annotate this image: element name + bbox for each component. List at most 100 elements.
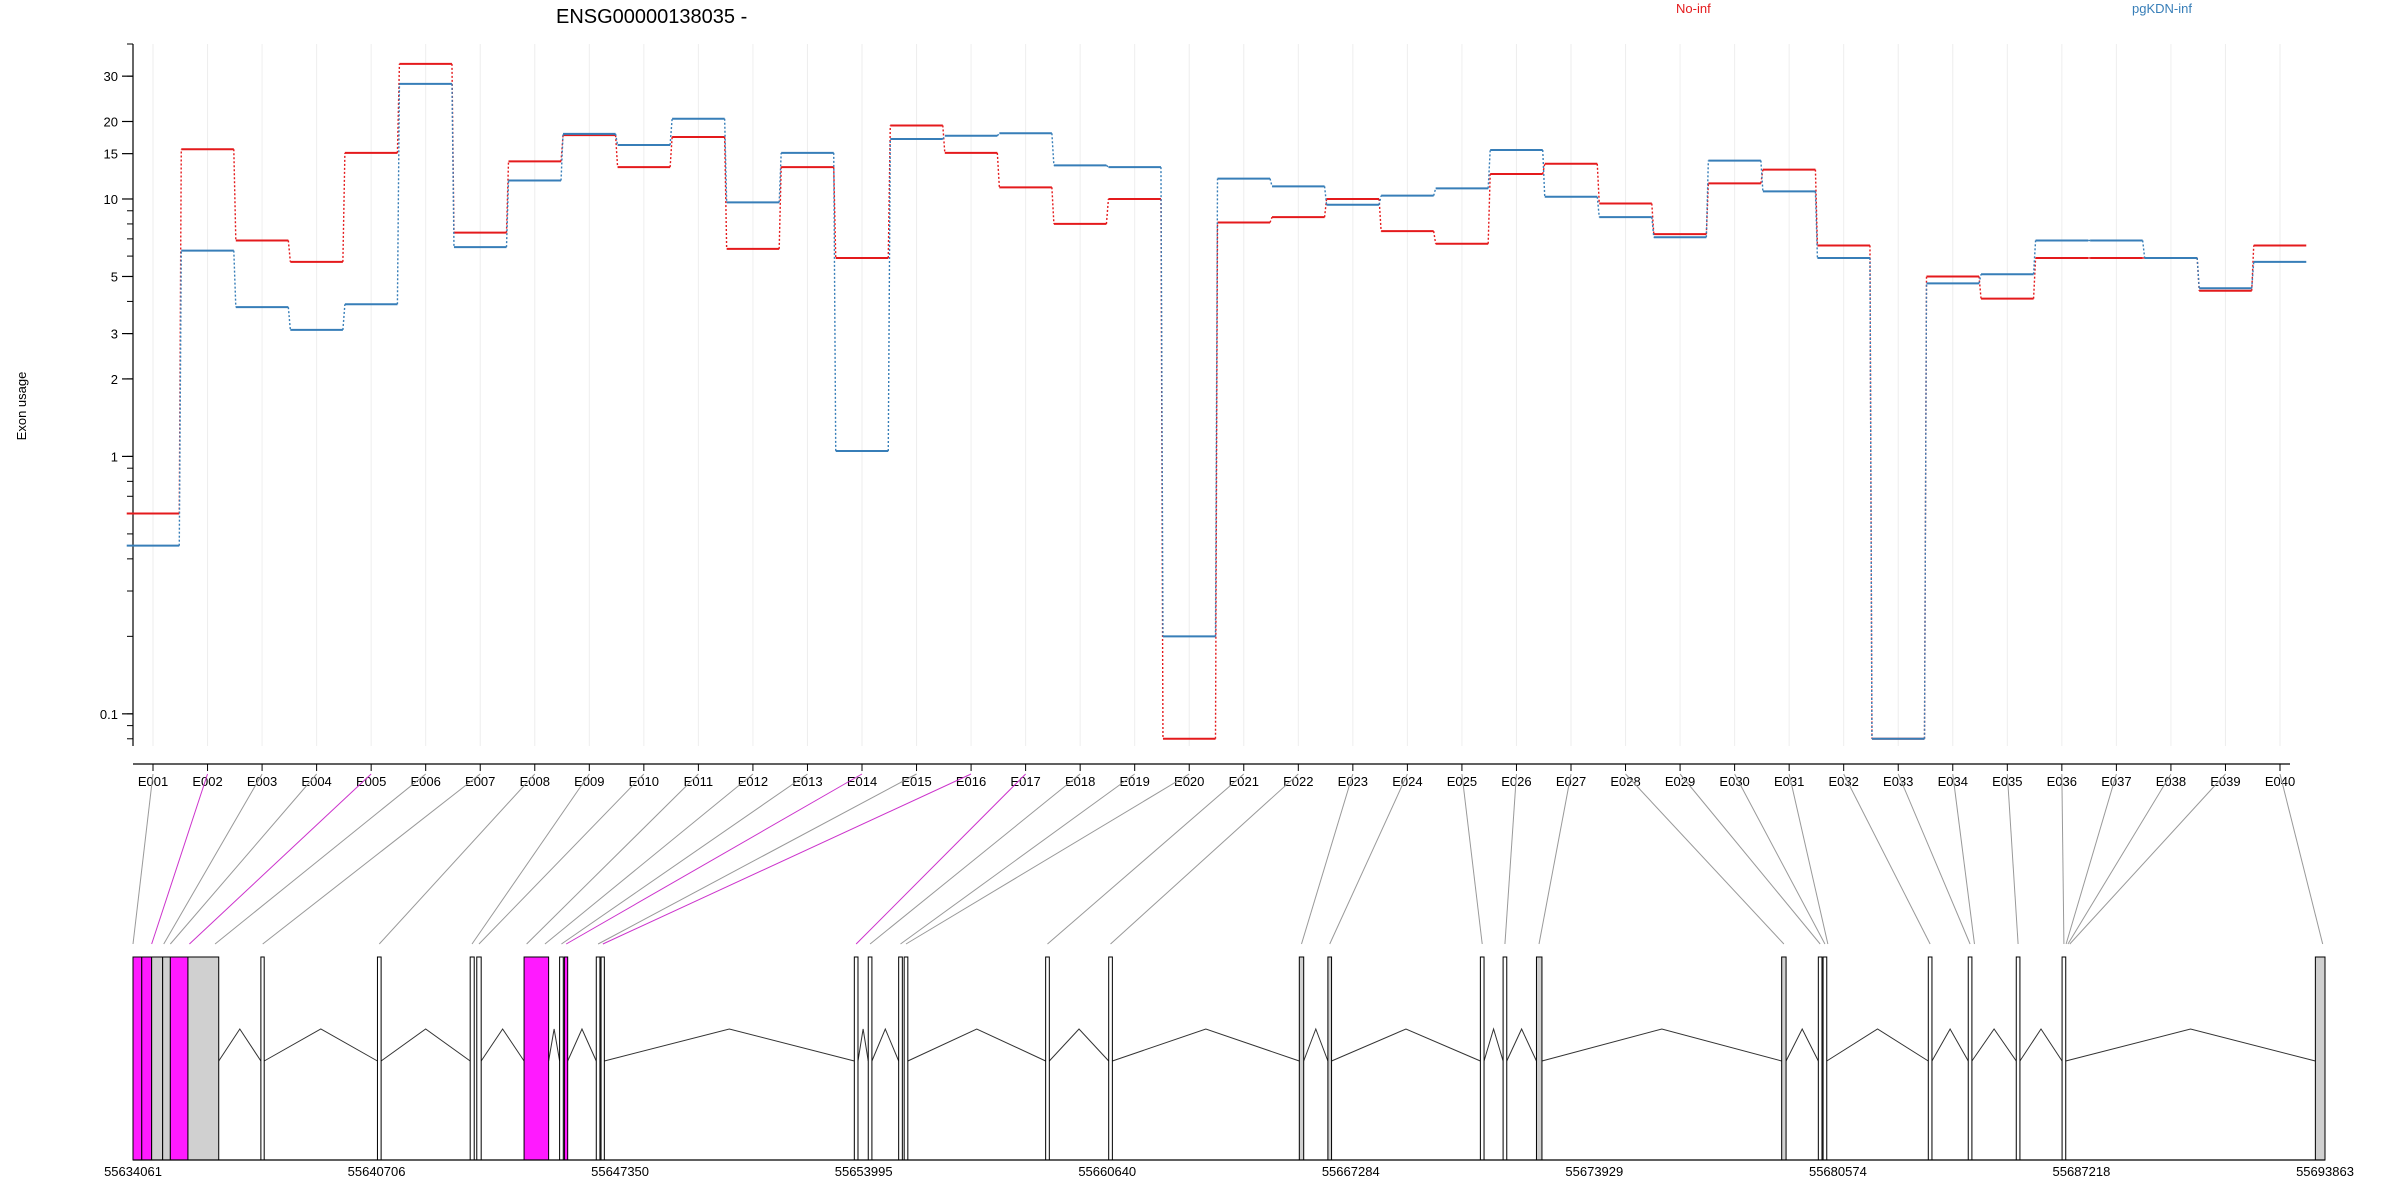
coordinate-label: 55634061 <box>104 1164 162 1179</box>
exon-block <box>1781 956 1787 1161</box>
exon-block <box>141 956 153 1161</box>
exon-connector-line <box>561 773 808 945</box>
exon-connector-line <box>900 773 1135 945</box>
usage-connector <box>1432 231 1437 244</box>
plot-grid <box>152 44 2281 746</box>
usage-connector <box>1432 188 1437 196</box>
usage-connector <box>996 152 1001 188</box>
usage-connector <box>833 167 837 258</box>
coordinate-label: 55653995 <box>835 1164 893 1179</box>
x-tick-label: E017 <box>1010 774 1040 789</box>
intron-line <box>1971 1028 2017 1062</box>
exon-block <box>853 956 859 1161</box>
exon-block <box>898 956 903 1161</box>
legend-entry-no-inf: No-inf <box>1676 1 1711 16</box>
y-tick-label: 3 <box>111 327 118 342</box>
usage-connector <box>396 63 401 153</box>
exon-connector-line <box>597 773 917 945</box>
usage-connector <box>1051 133 1055 166</box>
usage-connector <box>1542 163 1546 175</box>
exon-connector-line <box>478 773 645 945</box>
exon-connector-line <box>1301 773 1354 945</box>
series-lines <box>126 62 2307 740</box>
gene-model <box>132 956 2326 1161</box>
usage-connector <box>342 152 346 262</box>
plot-axes <box>132 44 2290 765</box>
exon-connector-line <box>1625 773 1785 945</box>
x-tick-label: E010 <box>629 774 659 789</box>
usage-connector <box>1814 191 1819 258</box>
exon-block <box>559 956 564 1161</box>
exon-block <box>169 956 189 1161</box>
coordinate-label: 55687218 <box>2053 1164 2111 1179</box>
exon-connector-line <box>1788 773 1829 945</box>
exon-block <box>1822 956 1828 1161</box>
usage-connector <box>451 83 455 248</box>
x-tick-label: E028 <box>1610 774 1640 789</box>
x-tick-label: E008 <box>520 774 550 789</box>
exon-block <box>1967 956 1973 1161</box>
exon-block <box>867 956 873 1161</box>
x-tick-label: E024 <box>1392 774 1422 789</box>
usage-connector <box>2196 257 2200 289</box>
usage-connector <box>2032 240 2037 275</box>
usage-connector <box>1487 174 1491 244</box>
exon-connectors <box>132 773 2324 945</box>
usage-connector <box>1596 163 1600 204</box>
x-tick-label: E031 <box>1774 774 1804 789</box>
usage-connector <box>1651 217 1655 238</box>
exon-block <box>260 956 265 1161</box>
intron-line <box>871 1027 900 1062</box>
usage-connector <box>1378 195 1382 205</box>
exon-connector-line <box>214 773 427 945</box>
usage-connector <box>1269 216 1273 223</box>
usage-connector <box>996 132 1000 137</box>
intron-line <box>548 1028 561 1062</box>
usage-connector <box>1323 198 1328 218</box>
exon-connector-line <box>1734 773 1826 945</box>
intron-line <box>218 1028 262 1062</box>
y-tick-label: 20 <box>104 114 118 129</box>
exon-connector-line <box>2069 773 2226 945</box>
x-tick-label: E015 <box>901 774 931 789</box>
usage-connector <box>1978 274 1982 284</box>
x-tick-label: E032 <box>1829 774 1859 789</box>
exon-connector-line <box>189 773 372 945</box>
x-tick-label: E037 <box>2101 774 2131 789</box>
exon-connector-line <box>855 773 1026 945</box>
x-tick-label: E007 <box>465 774 495 789</box>
usage-connector <box>2141 240 2146 259</box>
exon-connector-line <box>151 773 209 945</box>
intron-line <box>263 1028 378 1062</box>
y-tick-label: 2 <box>111 372 118 387</box>
exon-connector-line <box>1897 773 1971 945</box>
x-tick-label: E019 <box>1120 774 1150 789</box>
coordinate-label: 55647350 <box>591 1164 649 1179</box>
usage-connector <box>887 139 891 451</box>
usage-connector <box>723 118 728 203</box>
x-tick-label: E023 <box>1338 774 1368 789</box>
usage-connector <box>833 152 837 451</box>
series-no-inf <box>126 62 2307 740</box>
coordinate-label: 55680574 <box>1809 1164 1867 1179</box>
y-tick-label: 1 <box>111 449 118 464</box>
exon-block <box>903 956 909 1161</box>
exon-connector-line <box>565 773 863 945</box>
x-tick-label: E011 <box>684 774 713 789</box>
usage-connector <box>669 137 673 168</box>
usage-connector <box>614 135 619 168</box>
coordinate-label: 55640706 <box>348 1164 406 1179</box>
exon-connector-line <box>1952 773 1975 945</box>
exon-block <box>1108 956 1113 1161</box>
usage-connector <box>1760 160 1764 192</box>
intron-line <box>1303 1027 1329 1062</box>
exon-connector-line <box>2006 773 2019 945</box>
exon-connector-line <box>378 773 536 945</box>
y-tick-label: 15 <box>104 147 118 162</box>
x-tick-label: E001 <box>138 774 168 789</box>
x-tick-label: E003 <box>247 774 277 789</box>
exon-block <box>1327 956 1333 1161</box>
usage-connector <box>614 133 619 146</box>
exon-connector-line <box>905 773 1190 945</box>
exon-connector-line <box>2067 773 2172 945</box>
